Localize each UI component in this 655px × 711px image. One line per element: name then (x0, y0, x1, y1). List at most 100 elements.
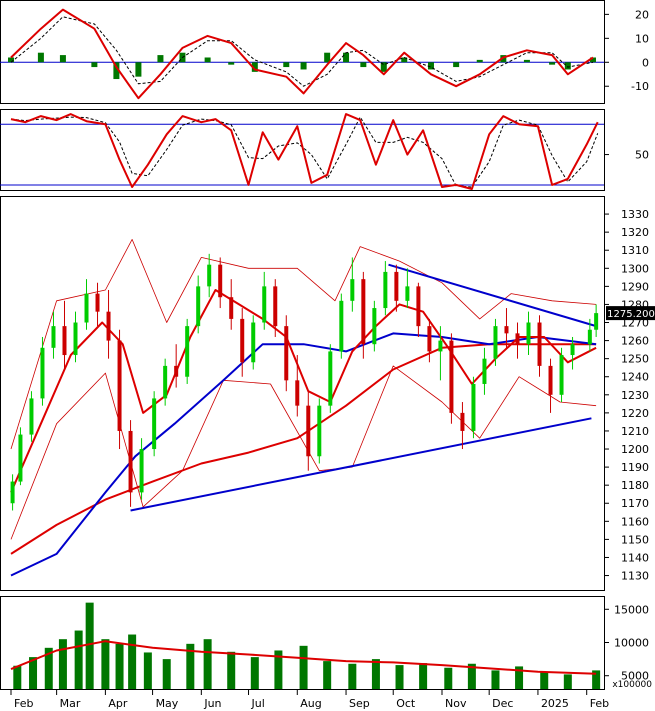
candle-body (570, 344, 575, 356)
volume-bar (115, 643, 124, 689)
candle-body (306, 405, 311, 457)
macd-histogram-bar (324, 52, 331, 63)
candle-body (361, 279, 366, 345)
macd-histogram-bar (476, 59, 483, 63)
x-tick-label: Mar (60, 697, 81, 710)
macd-panel: 20 10 0 -10 (0, 0, 649, 104)
macd-histogram-bar (157, 55, 164, 63)
volume-bar (491, 670, 500, 689)
price-y-tick-label: 1190 (621, 461, 649, 474)
candle-body (328, 351, 333, 406)
volume-moving-average (10, 640, 597, 675)
candle-body (460, 412, 465, 431)
candle-body (438, 340, 443, 352)
x-tick-label: 2025 (541, 697, 569, 710)
candle-body (295, 380, 300, 406)
candle-body (394, 271, 399, 301)
volume-bar (467, 663, 476, 689)
macd-histogram-bar (380, 62, 387, 72)
candle-body (372, 308, 377, 345)
volume-y-tick-label: 10000 (614, 637, 649, 650)
candle-body (273, 286, 278, 327)
volume-bar (274, 650, 283, 689)
last-price-label: 1275.200 (607, 309, 655, 320)
candle-body (51, 326, 56, 348)
candle-body (416, 286, 421, 327)
candle-body (196, 286, 201, 327)
candle-body (29, 398, 34, 435)
candle-body (504, 326, 509, 334)
candle-body (515, 333, 520, 345)
volume-bar (13, 665, 22, 689)
macd-histogram-bar (343, 52, 350, 63)
volume-bar (29, 657, 38, 689)
volume-bar (395, 665, 404, 689)
candle-body (383, 271, 388, 309)
volume-bar (348, 663, 357, 689)
macd-y-tick-label: 20 (635, 8, 649, 21)
candle-body (427, 326, 432, 352)
macd-y-tick-label: -10 (631, 80, 649, 93)
macd-histogram-bar (59, 55, 66, 63)
price-y-tick-label: 1130 (621, 570, 649, 583)
candle-body (548, 365, 553, 395)
macd-histogram-bar (401, 57, 408, 63)
x-tick-label: Feb (14, 697, 33, 710)
candle-body (106, 311, 111, 341)
x-axis: Feb Mar Apr May Jun Jul Aug Sep Oct Nov Dec 2025 Feb (10, 689, 609, 710)
candle-body (185, 326, 190, 377)
volume-bar (128, 634, 137, 689)
stochastic-y-tick-label: 50 (635, 149, 649, 162)
candle-body (471, 383, 476, 431)
candle-body (229, 297, 234, 319)
volume-y-tick-label: 5000 (621, 670, 649, 683)
price-y-tick-label: 1320 (621, 226, 649, 239)
macd-histogram-bar (251, 62, 258, 72)
volume-bar (85, 602, 94, 689)
x-tick-label: Feb (590, 697, 609, 710)
candle-body (594, 313, 599, 330)
candle-body (73, 322, 78, 356)
candle-body (262, 286, 267, 323)
macd-histogram-bar (427, 62, 434, 70)
macd-histogram-bar (564, 62, 571, 70)
price-y-tick-label: 1180 (621, 479, 649, 492)
candle-body (405, 286, 410, 301)
price-y-tick-label: 1170 (621, 497, 649, 510)
volume-bar (592, 670, 601, 689)
x-tick-label: Jul (251, 697, 265, 710)
macd-histogram-bar (228, 62, 235, 65)
volume-bar (371, 659, 380, 689)
candle-body (350, 279, 355, 301)
volume-bar (227, 651, 236, 689)
candle-body (10, 481, 15, 504)
x-tick-label: Apr (108, 697, 128, 710)
volume-bar (74, 630, 83, 689)
candle-body (84, 293, 89, 323)
candle-body (207, 264, 212, 287)
candle-body (284, 326, 289, 381)
volume-bar (563, 674, 572, 689)
volume-bar (58, 639, 67, 689)
macd-histogram-bar (589, 57, 596, 63)
price-y-tick-label: 1160 (621, 515, 649, 528)
candle-body (128, 430, 133, 493)
candle-body (339, 300, 344, 352)
stochastic-panel: 50 (0, 109, 649, 191)
price-y-tick-label: 1220 (621, 407, 649, 420)
candle-body (218, 264, 223, 298)
volume-bar (540, 671, 549, 689)
volume-y-tick-label: 15000 (614, 603, 649, 616)
candle-body (317, 405, 322, 457)
candle-body (62, 326, 67, 356)
x-tick-label: May (156, 697, 179, 710)
x-tick-label: Oct (396, 697, 416, 710)
x-tick-label: Dec (492, 697, 513, 710)
stochastic-k-line (10, 113, 599, 190)
volume-unit-label: x100000 (612, 680, 652, 690)
candle-body (537, 322, 542, 366)
price-y-tick-label: 1210 (621, 425, 649, 438)
price-y-tick-label: 1260 (621, 335, 649, 348)
candle-body (526, 322, 531, 345)
